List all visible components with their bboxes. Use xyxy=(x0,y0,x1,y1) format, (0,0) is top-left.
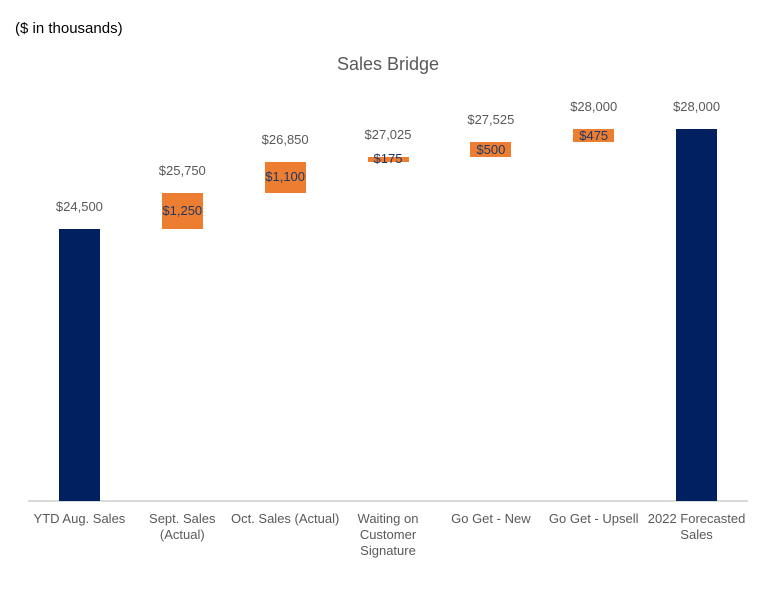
chart-title: Sales Bridge xyxy=(336,54,440,74)
units-note: ($ in thousands) xyxy=(15,20,123,37)
total-bar[interactable] xyxy=(676,128,718,501)
category-label-line: Signature xyxy=(360,543,416,558)
cumulative-label: $28,000 xyxy=(570,98,618,114)
category-label-line: Customer xyxy=(359,527,417,542)
delta-bar[interactable] xyxy=(573,128,615,143)
category-label: Go Get - Upsell xyxy=(549,511,639,527)
cumulative-label: $27,525 xyxy=(467,112,515,128)
delta-label: $175 xyxy=(373,151,403,167)
delta-label: $475 xyxy=(579,127,609,143)
delta-bar[interactable] xyxy=(470,142,512,157)
category-label: Waiting on Customer Signature xyxy=(358,511,419,559)
total-bar[interactable] xyxy=(58,228,100,501)
x-axis-line xyxy=(28,500,748,502)
category-label-line: (Actual) xyxy=(159,527,205,542)
category-label: 2022 Forecasted Sales xyxy=(648,511,746,543)
category-label-line: Sept. Sales xyxy=(149,511,216,526)
category-label-line: Oct. Sales (Actual) xyxy=(230,511,340,526)
category-label: Go Get - New xyxy=(451,511,530,527)
cumulative-label: $25,750 xyxy=(158,163,206,179)
cumulative-label: $27,025 xyxy=(364,126,412,142)
cumulative-label: $26,850 xyxy=(261,131,309,147)
category-label: Oct. Sales (Actual) xyxy=(231,511,339,527)
delta-label: $500 xyxy=(476,141,506,157)
category-label-line: Sales xyxy=(680,527,713,542)
cumulative-label: $24,500 xyxy=(55,198,103,214)
category-label-line: Go Get - New xyxy=(451,511,531,526)
category-label: Sept. Sales (Actual) xyxy=(149,511,216,543)
delta-label: $1,100 xyxy=(265,169,306,185)
category-label-line: Go Get - Upsell xyxy=(548,511,639,526)
category-label-line: Waiting on xyxy=(357,511,419,526)
category-label-line: YTD Aug. Sales xyxy=(33,511,126,526)
category-label-line: 2022 Forecasted xyxy=(647,511,746,526)
delta-bar[interactable] xyxy=(161,193,203,229)
cumulative-label: $28,000 xyxy=(673,98,721,114)
delta-bar[interactable] xyxy=(367,156,409,162)
category-label: YTD Aug. Sales xyxy=(34,511,126,527)
delta-label: $1,250 xyxy=(162,203,203,219)
delta-bar[interactable] xyxy=(264,161,306,194)
